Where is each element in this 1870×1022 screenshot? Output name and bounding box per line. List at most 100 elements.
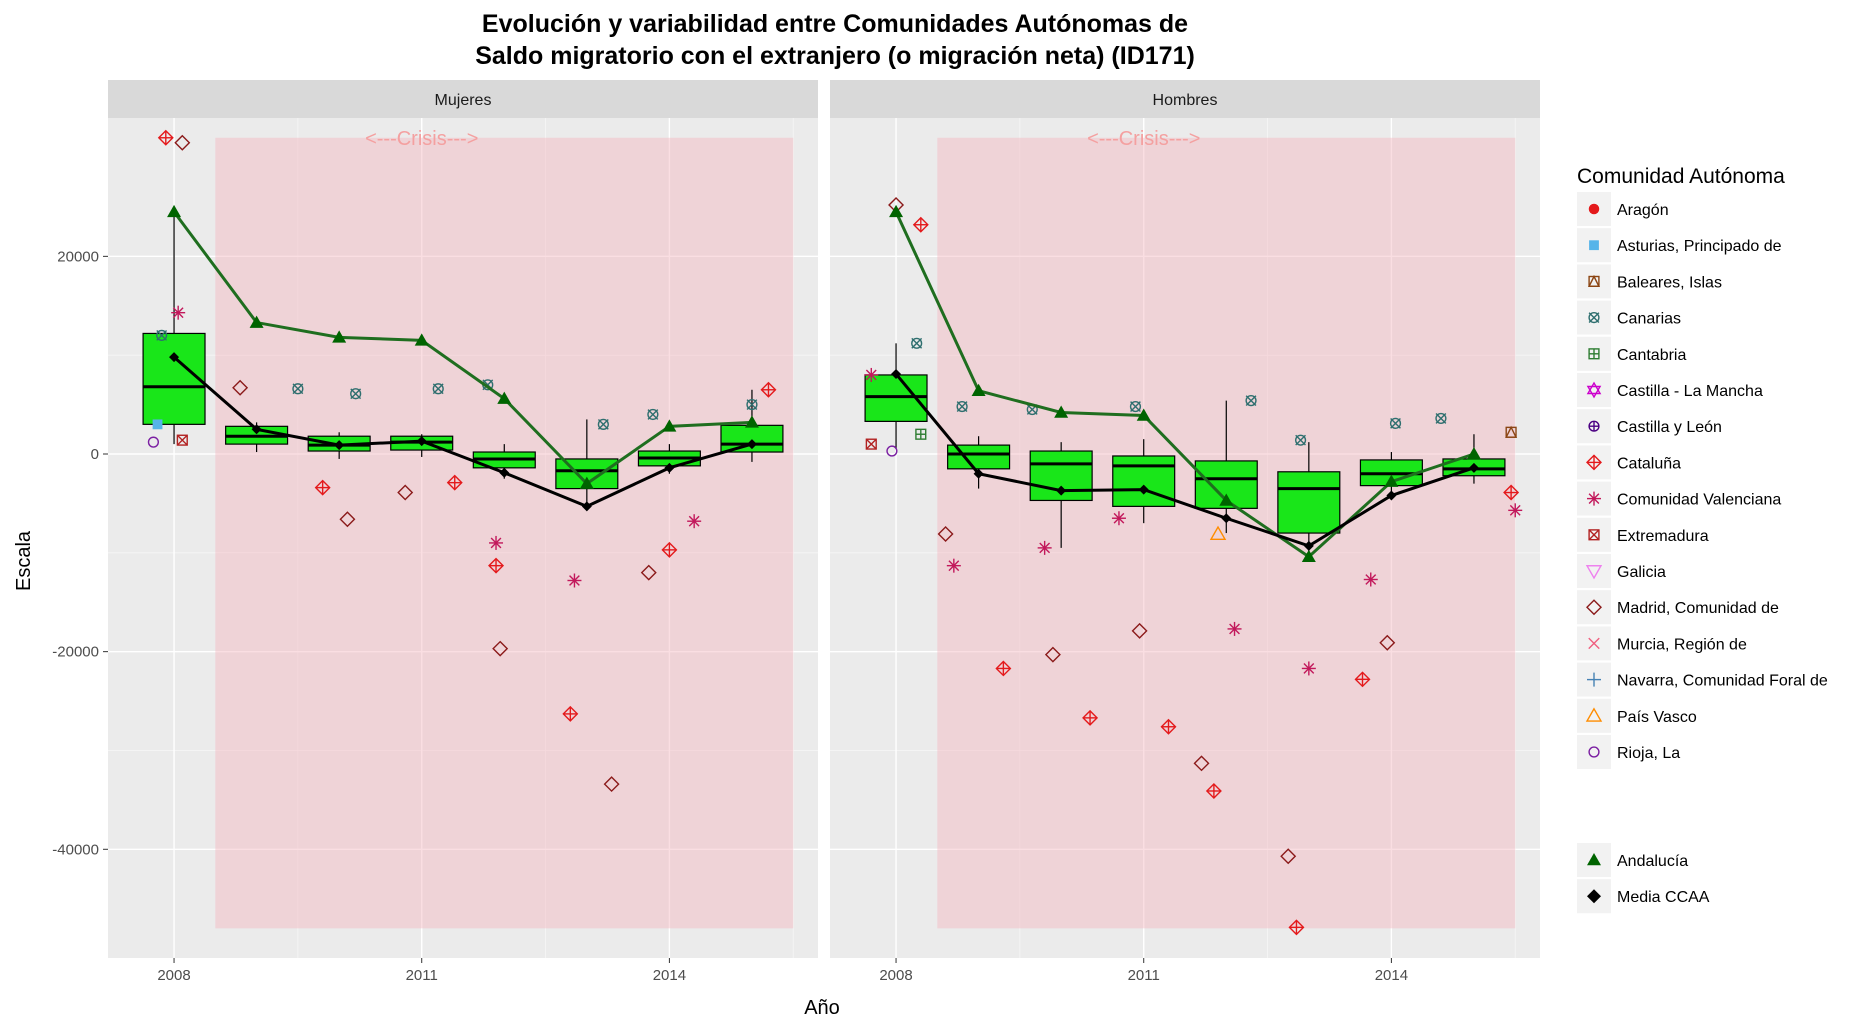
point-circle-x (911, 337, 923, 349)
panel-background (108, 118, 818, 958)
point-square-cross (1505, 425, 1518, 438)
point-circle (147, 436, 160, 448)
media-line (894, 372, 1475, 548)
legend-item: Navarra, Comunidad Foral de (1577, 662, 1828, 697)
legend-item: Castilla - La Mancha (1577, 373, 1763, 407)
point-diamond-plus (1205, 782, 1222, 799)
legend-key (1587, 889, 1601, 904)
point-asterisk (171, 305, 186, 320)
point-circle-x (956, 400, 968, 413)
legend-item: Cataluña (1577, 445, 1681, 480)
andalucia-point (1466, 447, 1481, 460)
x-tick-label: 2014 (1375, 967, 1408, 984)
point-diamond-plus (1288, 919, 1305, 936)
point-diamond-plus (661, 541, 678, 558)
box-2015 (720, 389, 784, 462)
legend-key (1588, 203, 1600, 215)
andalucia-line (172, 210, 753, 486)
media-point (416, 436, 427, 447)
legend-key (1586, 599, 1602, 616)
legend-label: Murcia, Región de (1617, 636, 1747, 653)
point-diamond-plus (1160, 718, 1177, 735)
andalucia-point (1136, 408, 1151, 421)
point-circle-x (1294, 434, 1307, 446)
point-asterisk (567, 573, 582, 588)
point-circle-x (350, 388, 362, 400)
legend-label: Canarias (1617, 311, 1681, 328)
media-point (1468, 462, 1479, 473)
y-axis-title: Escala (13, 530, 35, 591)
legend-item: Asturias, Principado de (1577, 228, 1782, 263)
legend-key (1588, 637, 1600, 650)
point-circle-x (292, 383, 304, 395)
legend-label: Cataluña (1617, 455, 1681, 472)
point-diamond-plus (760, 381, 777, 398)
point-diamond-plus (562, 705, 579, 722)
legend-key (1588, 746, 1600, 758)
point-circle-x (1245, 395, 1257, 407)
y-tick-label: 20000 (57, 248, 99, 265)
legend-item: Comunidad Valenciana (1577, 481, 1781, 516)
panel-hombres: Hombres <---Crisis---> 2008 2011 2014 (830, 80, 1540, 984)
point-asterisk (687, 514, 702, 529)
legend-label: Castilla - La Mancha (1617, 383, 1763, 400)
x-tick-label: 2008 (879, 967, 912, 984)
legend-label: Baleares, Islas (1617, 274, 1722, 291)
y-axis: -40000 -20000 0 20000 (52, 248, 108, 858)
crisis-label: <---Crisis---> (365, 128, 478, 150)
andalucia-line (894, 211, 1475, 559)
legend-item: Galicia (1577, 554, 1666, 588)
point-asterisk (489, 535, 504, 550)
point-asterisk (1111, 511, 1126, 526)
legend-label: Comunidad Valenciana (1617, 492, 1781, 509)
legend-item: Rioja, La (1577, 735, 1680, 769)
legend-label: Castilla y León (1617, 419, 1722, 436)
panel-strip-label: Hombres (1153, 92, 1218, 109)
legend-item: Canarias (1577, 300, 1681, 335)
panels: Mujeres <---Crisis---> 2008 2011 2014 Hombres… (108, 80, 1540, 984)
legend-item: Extremadura (1577, 517, 1709, 552)
legend-key (1588, 529, 1600, 541)
legend-item: Baleares, Islas (1577, 264, 1722, 299)
andalucia-point (579, 476, 594, 489)
legend-label: Navarra, Comunidad Foral de (1617, 673, 1828, 690)
point-square-x (176, 434, 188, 446)
point-diamond (640, 564, 657, 581)
legend-label: Aragón (1617, 202, 1669, 219)
point-circle-x (1129, 400, 1142, 413)
panel-strip (830, 80, 1540, 118)
point-circle-x (156, 329, 168, 342)
point-diamond-plus (157, 129, 174, 146)
box-2013 (1277, 442, 1341, 558)
point-diamond (1044, 646, 1061, 663)
legend-key (1587, 672, 1601, 687)
chart-title-line1: Evolución y variabilidad entre Comunidad… (482, 10, 1188, 38)
legend-key (1587, 274, 1601, 288)
chart-title-line2: Saldo migratorio con el extranjero (o mi… (475, 42, 1195, 70)
point-square-plus (915, 428, 927, 440)
y-tick-label: 0 (91, 446, 99, 463)
legend-label: Galicia (1617, 564, 1666, 581)
legend-item: Madrid, Comunidad de (1577, 590, 1779, 625)
legend-label: Extremadura (1617, 528, 1709, 545)
media-line (173, 356, 753, 509)
box-2008 (142, 211, 206, 445)
legend-label: País Vasco (1617, 709, 1697, 726)
point-diamond-plus (446, 474, 463, 491)
legend-label: Madrid, Comunidad de (1617, 600, 1779, 617)
legend-key (1589, 240, 1599, 251)
legend-item: Cantabria (1577, 336, 1686, 371)
point-circle-x (1389, 417, 1402, 429)
panel-strip-label: Mujeres (435, 92, 492, 109)
andalucia-point (889, 204, 904, 218)
point-diamond (174, 134, 191, 151)
point-asterisk (1363, 572, 1378, 587)
point-diamond-plus (488, 557, 505, 574)
point-circle-x (647, 408, 659, 421)
media-point (973, 468, 984, 479)
point-diamond (1280, 848, 1297, 865)
legend-key (1588, 420, 1600, 432)
andalucia-point (662, 419, 677, 432)
x-tick-label: 2011 (1128, 967, 1160, 984)
panel-strip (108, 80, 818, 118)
